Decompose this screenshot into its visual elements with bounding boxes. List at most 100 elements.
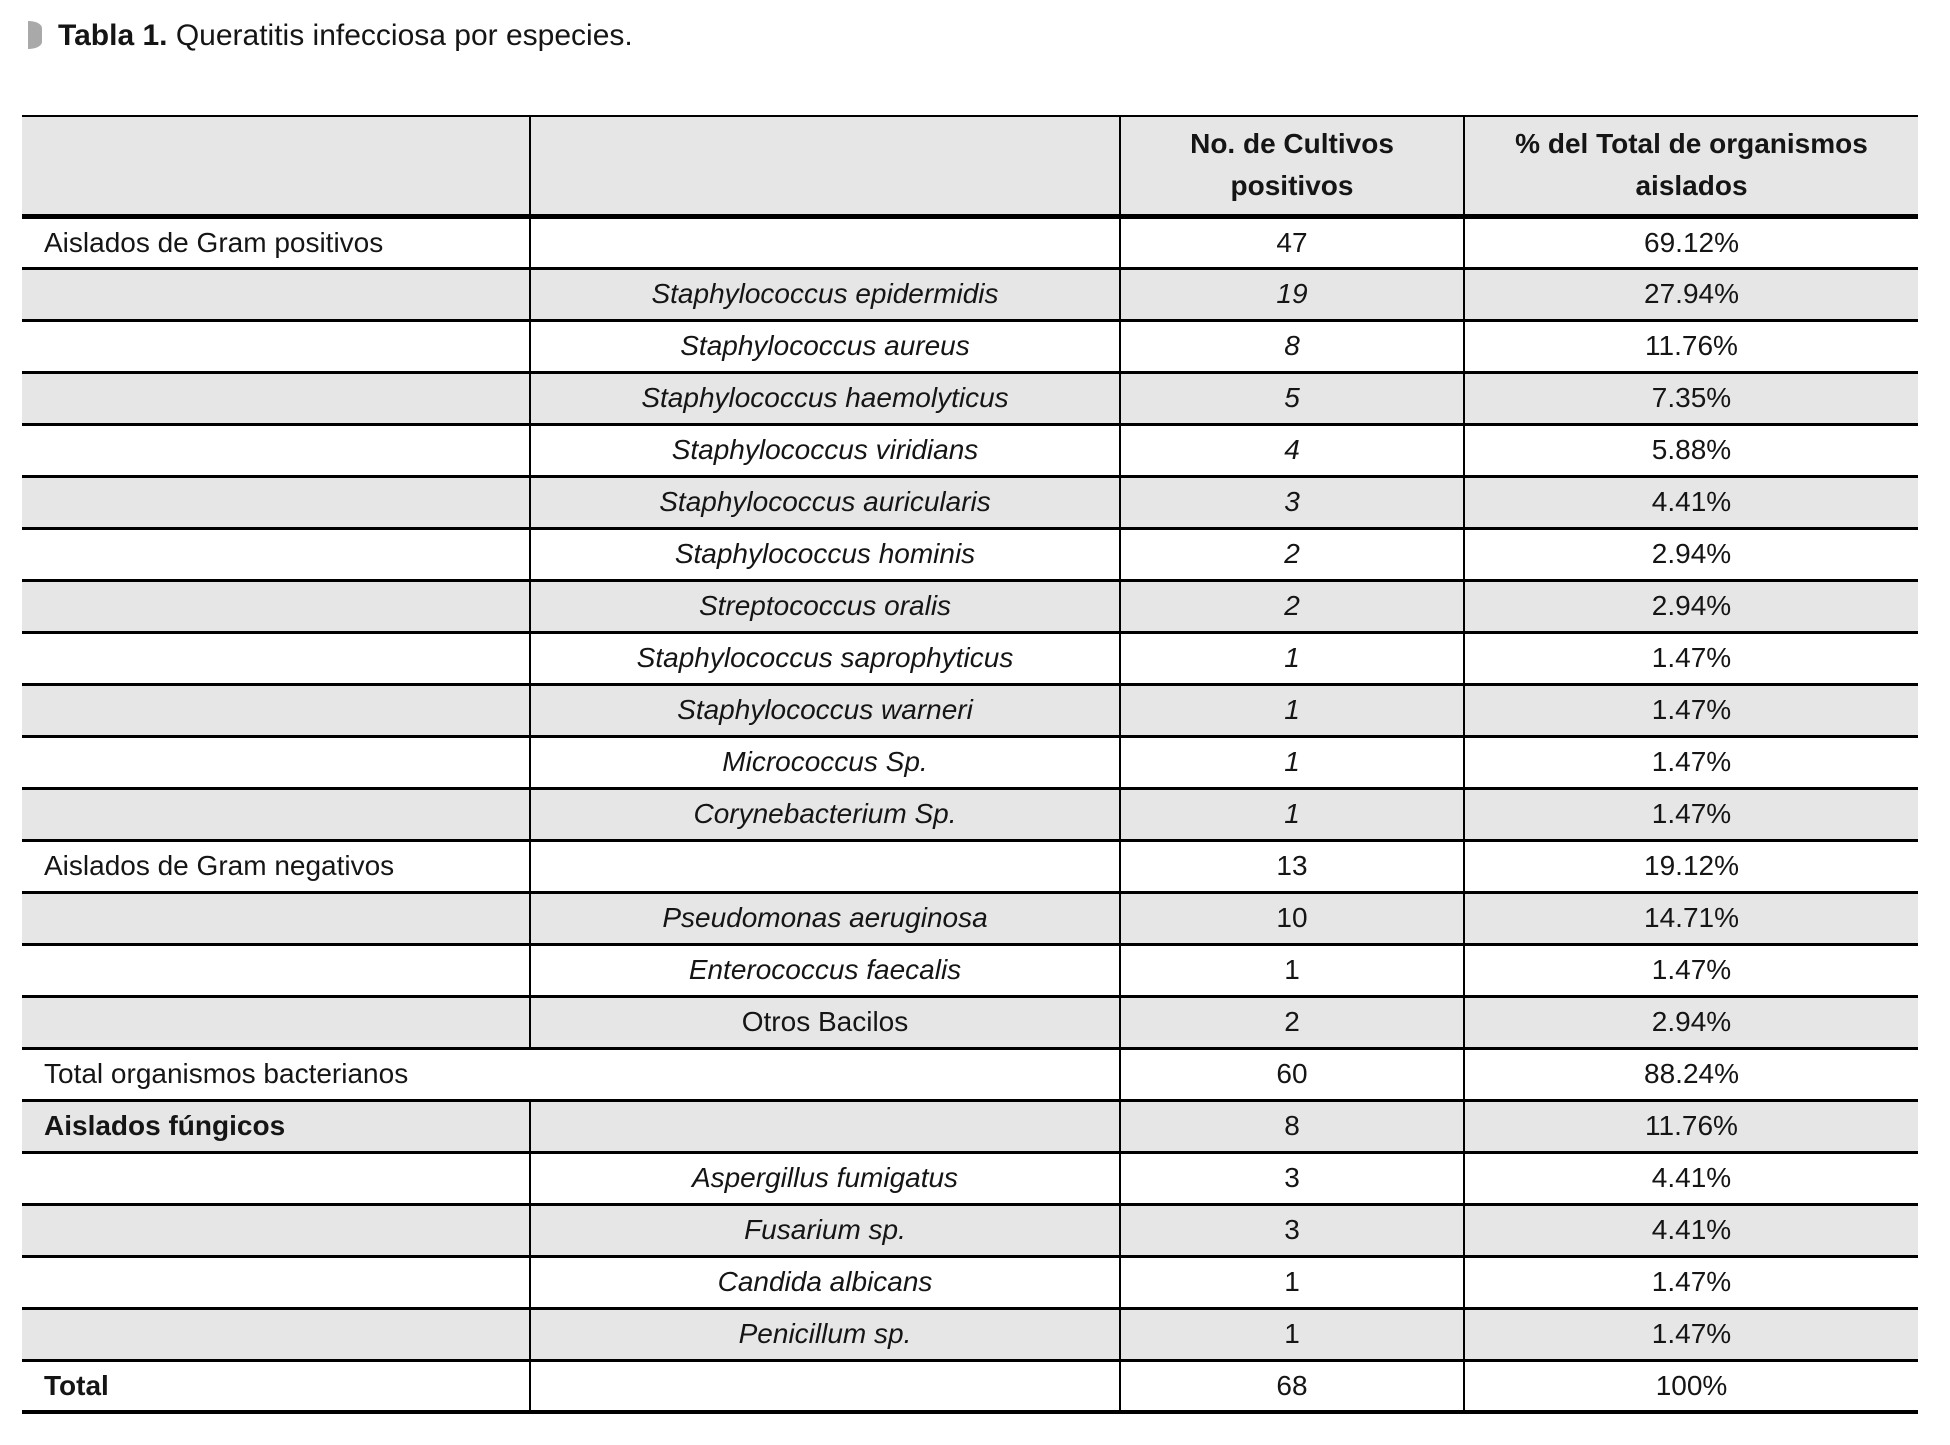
species-cell: Corynebacterium Sp. bbox=[529, 788, 1120, 840]
positive-cultures-count-cell: 8 bbox=[1119, 320, 1464, 372]
category-cell bbox=[22, 372, 530, 424]
table-row: Staphylococcus epidermidis 19 27.94% bbox=[22, 268, 1918, 320]
percent-of-isolates-cell: 1.47% bbox=[1463, 632, 1918, 684]
species-cell: Candida albicans bbox=[529, 1256, 1120, 1308]
category-cell bbox=[22, 1308, 530, 1360]
table-row: Total organismos bacterianos 60 88.24% bbox=[22, 1048, 1918, 1100]
species-cell: Pseudomonas aeruginosa bbox=[529, 892, 1120, 944]
table-row: Staphylococcus haemolyticus 5 7.35% bbox=[22, 372, 1918, 424]
category-cell bbox=[22, 632, 530, 684]
positive-cultures-count-cell: 1 bbox=[1119, 788, 1464, 840]
positive-cultures-count-cell: 1 bbox=[1119, 684, 1464, 736]
species-cell bbox=[529, 216, 1120, 268]
species-cell: Penicillum sp. bbox=[529, 1308, 1120, 1360]
header-count-line2: positivos bbox=[1230, 170, 1354, 202]
table-row: Aislados de Gram negativos 13 19.12% bbox=[22, 840, 1918, 892]
percent-of-isolates-cell: 100% bbox=[1463, 1360, 1918, 1412]
table-row: Aislados fúngicos 8 11.76% bbox=[22, 1100, 1918, 1152]
positive-cultures-count-cell: 3 bbox=[1119, 1152, 1464, 1204]
table-row: Total 68 100% bbox=[22, 1360, 1918, 1412]
species-cell bbox=[529, 1360, 1120, 1412]
category-cell: Aislados de Gram negativos bbox=[44, 850, 395, 881]
positive-cultures-count-cell: 60 bbox=[1119, 1048, 1464, 1100]
species-cell: Streptococcus oralis bbox=[529, 580, 1120, 632]
table-row: Staphylococcus saprophyticus 1 1.47% bbox=[22, 632, 1918, 684]
positive-cultures-count-cell: 1 bbox=[1119, 944, 1464, 996]
caption-label: Tabla 1. bbox=[58, 19, 168, 52]
header-count-cell: No. de Cultivos positivos bbox=[1119, 116, 1464, 219]
percent-of-isolates-cell: 1.47% bbox=[1463, 736, 1918, 788]
category-cell bbox=[22, 424, 530, 476]
category-cell bbox=[22, 1204, 530, 1256]
header-percent-line1: % del Total de organismos bbox=[1515, 128, 1868, 160]
category-cell bbox=[22, 1152, 530, 1204]
positive-cultures-count-cell: 13 bbox=[1119, 840, 1464, 892]
positive-cultures-count-cell: 2 bbox=[1119, 996, 1464, 1048]
keratitis-species-table: No. de Cultivos positivos % del Total de… bbox=[22, 115, 1918, 1414]
percent-of-isolates-cell: 88.24% bbox=[1463, 1048, 1918, 1100]
percent-of-isolates-cell: 2.94% bbox=[1463, 580, 1918, 632]
percent-of-isolates-cell: 4.41% bbox=[1463, 1204, 1918, 1256]
percent-of-isolates-cell: 1.47% bbox=[1463, 788, 1918, 840]
percent-of-isolates-cell: 27.94% bbox=[1463, 268, 1918, 320]
table-row: Fusarium sp. 3 4.41% bbox=[22, 1204, 1918, 1256]
category-cell: Total bbox=[44, 1369, 109, 1401]
header-category-cell bbox=[22, 116, 530, 219]
header-row: No. de Cultivos positivos % del Total de… bbox=[22, 116, 1918, 219]
species-cell: Micrococcus Sp. bbox=[529, 736, 1120, 788]
positive-cultures-count-cell: 3 bbox=[1119, 476, 1464, 528]
table-caption: Tabla 1. Queratitis infecciosa por espec… bbox=[28, 18, 633, 54]
percent-of-isolates-cell: 14.71% bbox=[1463, 892, 1918, 944]
positive-cultures-count-cell: 3 bbox=[1119, 1204, 1464, 1256]
caption-bullet-icon bbox=[28, 21, 42, 50]
category-cell bbox=[22, 1256, 530, 1308]
category-cell bbox=[22, 580, 530, 632]
positive-cultures-count-cell: 1 bbox=[1119, 1308, 1464, 1360]
table-row: Staphylococcus aureus 8 11.76% bbox=[22, 320, 1918, 372]
species-cell: Fusarium sp. bbox=[529, 1204, 1120, 1256]
positive-cultures-count-cell: 2 bbox=[1119, 528, 1464, 580]
table-row: Streptococcus oralis 2 2.94% bbox=[22, 580, 1918, 632]
percent-of-isolates-cell: 2.94% bbox=[1463, 528, 1918, 580]
species-cell: Enterococcus faecalis bbox=[529, 944, 1120, 996]
table-row: Aspergillus fumigatus 3 4.41% bbox=[22, 1152, 1918, 1204]
species-cell bbox=[529, 1100, 1120, 1152]
positive-cultures-count-cell: 1 bbox=[1119, 1256, 1464, 1308]
percent-of-isolates-cell: 11.76% bbox=[1463, 1100, 1918, 1152]
percent-of-isolates-cell: 1.47% bbox=[1463, 1308, 1918, 1360]
category-cell bbox=[22, 320, 530, 372]
species-cell: Staphylococcus warneri bbox=[529, 684, 1120, 736]
header-percent-line2: aislados bbox=[1635, 170, 1748, 202]
species-cell: Aspergillus fumigatus bbox=[529, 1152, 1120, 1204]
percent-of-isolates-cell: 4.41% bbox=[1463, 476, 1918, 528]
table-row: Otros Bacilos 2 2.94% bbox=[22, 996, 1918, 1048]
category-cell: Total organismos bacterianos bbox=[44, 1058, 409, 1089]
category-cell bbox=[22, 996, 530, 1048]
table-row: Staphylococcus viridians 4 5.88% bbox=[22, 424, 1918, 476]
table-row: Penicillum sp. 1 1.47% bbox=[22, 1308, 1918, 1360]
positive-cultures-count-cell: 1 bbox=[1119, 632, 1464, 684]
positive-cultures-count-cell: 47 bbox=[1119, 216, 1464, 268]
header-percent-cell: % del Total de organismos aislados bbox=[1463, 116, 1918, 219]
positive-cultures-count-cell: 5 bbox=[1119, 372, 1464, 424]
header-count-line1: No. de Cultivos bbox=[1190, 128, 1394, 160]
percent-of-isolates-cell: 2.94% bbox=[1463, 996, 1918, 1048]
percent-of-isolates-cell: 5.88% bbox=[1463, 424, 1918, 476]
percent-of-isolates-cell: 1.47% bbox=[1463, 684, 1918, 736]
species-cell: Staphylococcus hominis bbox=[529, 528, 1120, 580]
percent-of-isolates-cell: 4.41% bbox=[1463, 1152, 1918, 1204]
category-cell bbox=[22, 736, 530, 788]
species-cell: Staphylococcus saprophyticus bbox=[529, 632, 1120, 684]
positive-cultures-count-cell: 4 bbox=[1119, 424, 1464, 476]
category-cell bbox=[22, 944, 530, 996]
positive-cultures-count-cell: 2 bbox=[1119, 580, 1464, 632]
species-cell: Staphylococcus viridians bbox=[529, 424, 1120, 476]
category-cell bbox=[22, 892, 530, 944]
positive-cultures-count-cell: 10 bbox=[1119, 892, 1464, 944]
species-cell: Staphylococcus aureus bbox=[529, 320, 1120, 372]
percent-of-isolates-cell: 19.12% bbox=[1463, 840, 1918, 892]
table-row: Enterococcus faecalis 1 1.47% bbox=[22, 944, 1918, 996]
table-row: Corynebacterium Sp. 1 1.47% bbox=[22, 788, 1918, 840]
table-row: Staphylococcus auricularis 3 4.41% bbox=[22, 476, 1918, 528]
table-row: Staphylococcus warneri 1 1.47% bbox=[22, 684, 1918, 736]
